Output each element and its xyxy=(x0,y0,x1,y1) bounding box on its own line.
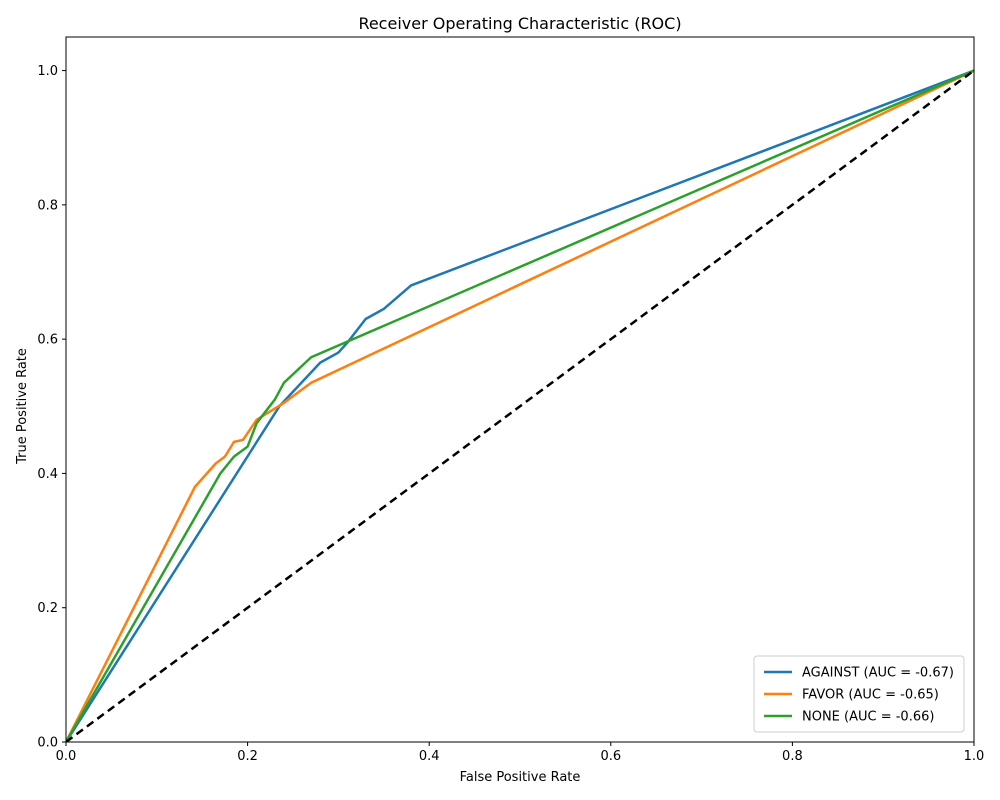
y-axis-label: True Positive Rate xyxy=(15,348,30,465)
series-line-none xyxy=(66,69,974,742)
y-tick-label: 0.0 xyxy=(37,736,58,751)
x-tick-label: 0.2 xyxy=(237,749,258,764)
y-axis: 0.0 0.2 0.4 0.6 0.8 1.0 xyxy=(37,64,66,751)
legend-box xyxy=(753,655,965,733)
y-tick-label: 1.0 xyxy=(37,64,58,79)
series-line-favor xyxy=(66,69,974,742)
x-axis-label: False Positive Rate xyxy=(460,770,581,785)
x-tick-label: 0.8 xyxy=(782,749,803,764)
legend-label: NONE (AUC = -0.66) xyxy=(802,710,934,725)
x-axis: 0.0 0.2 0.4 0.6 0.8 1.0 xyxy=(56,742,985,764)
y-tick-label: 0.2 xyxy=(37,601,58,616)
plot-frame xyxy=(65,36,975,743)
legend-label: FAVOR (AUC = -0.65) xyxy=(802,688,939,703)
reference-diagonal-line xyxy=(66,69,974,742)
x-tick-label: 1.0 xyxy=(964,749,985,764)
plot-area xyxy=(66,69,974,742)
y-tick-label: 0.8 xyxy=(37,198,58,213)
x-tick-label: 0.0 xyxy=(56,749,77,764)
y-tick-label: 0.6 xyxy=(37,333,58,348)
x-tick-label: 0.6 xyxy=(600,749,621,764)
x-tick-label: 0.4 xyxy=(419,749,440,764)
y-tick-label: 0.4 xyxy=(37,467,58,482)
legend: AGAINST (AUC = -0.67) FAVOR (AUC = -0.65)… xyxy=(753,655,965,733)
chart-title: Receiver Operating Characteristic (ROC) xyxy=(358,14,681,33)
legend-label: AGAINST (AUC = -0.67) xyxy=(802,666,954,681)
